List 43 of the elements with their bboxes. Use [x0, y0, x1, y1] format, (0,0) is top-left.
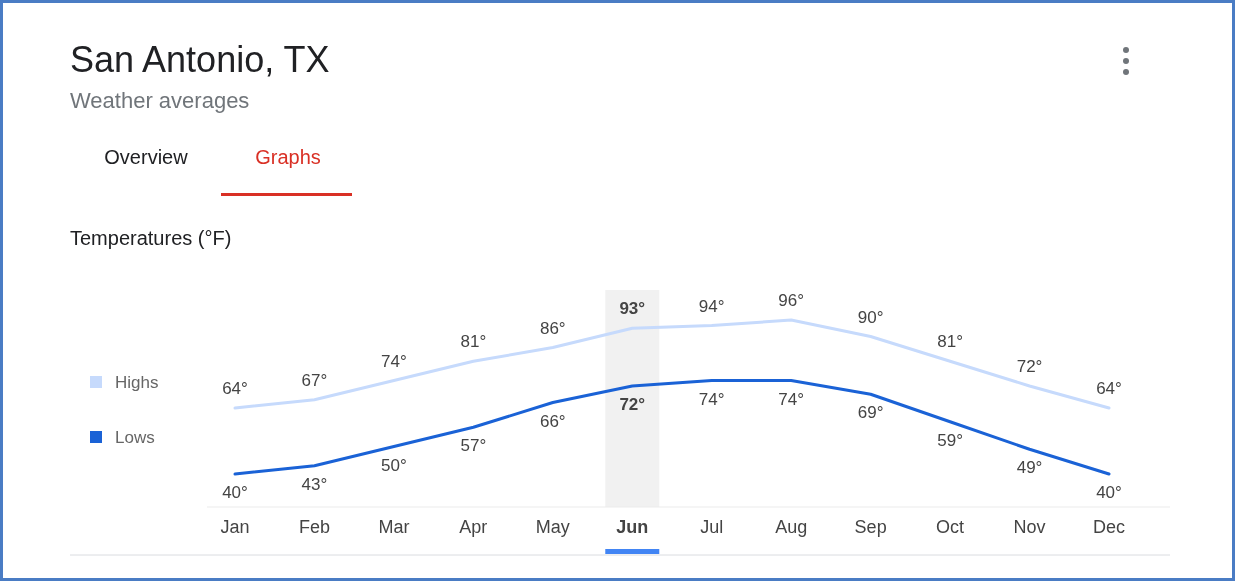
data-label: 64° — [222, 379, 248, 398]
data-label: 69° — [857, 403, 884, 423]
data-label: 90° — [857, 307, 884, 327]
text: Temperatures (°F) — [70, 227, 232, 249]
data-label: 81° — [460, 332, 487, 352]
legend-label: Lows — [115, 428, 155, 447]
data-label: 96° — [778, 291, 805, 310]
data-label: 43° — [301, 474, 328, 494]
x-tick-label: Aug — [775, 517, 808, 537]
x-tick-label: Dec — [1092, 517, 1126, 537]
x-tick-label: Jan — [220, 517, 250, 537]
data-label: 72° — [619, 395, 646, 414]
data-label: 74° — [778, 389, 805, 409]
data-label: 81° — [937, 332, 963, 352]
x-tick-label: Nov — [1013, 517, 1046, 537]
data-label: 50° — [381, 455, 407, 475]
data-label: 57° — [460, 436, 487, 456]
data-label: 40° — [1096, 483, 1122, 502]
x-tick-label: Feb — [298, 517, 330, 537]
data-label: 49° — [1016, 458, 1043, 478]
data-label: 93° — [619, 299, 646, 319]
chart-title: San Antonio, TX — [70, 39, 330, 80]
chart-subtitle: Weather averages — [70, 88, 250, 113]
x-tick-label: Sep — [854, 517, 887, 537]
data-label: 59° — [937, 430, 963, 450]
data-label: 64° — [1096, 379, 1122, 398]
data-label: 72° — [1016, 357, 1043, 376]
x-tick-label: Apr — [459, 517, 488, 537]
legend-label: Highs — [115, 373, 159, 392]
text: Graphs — [255, 146, 321, 168]
data-label: 74° — [381, 351, 407, 371]
x-tick-label: Jun — [616, 517, 649, 537]
x-tick-label: Oct — [936, 517, 965, 537]
text: Overview — [104, 146, 189, 168]
x-tick-label: Jul — [700, 517, 724, 537]
x-tick-label: Mar — [378, 517, 410, 537]
data-label: 86° — [539, 318, 566, 338]
data-label: 67° — [301, 370, 328, 390]
data-label: 94° — [698, 296, 725, 316]
x-tick-label: May — [535, 517, 570, 537]
data-label: 74° — [698, 389, 725, 409]
data-label: 40° — [222, 483, 248, 502]
data-label: 66° — [539, 411, 566, 431]
